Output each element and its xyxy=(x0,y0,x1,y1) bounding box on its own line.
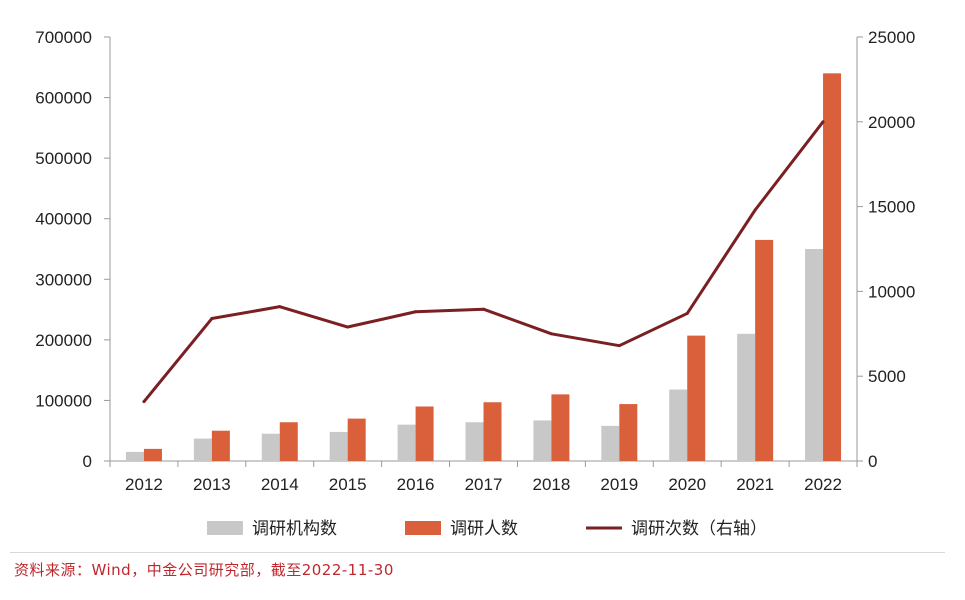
bar-institutions-2014 xyxy=(261,433,280,461)
chart-svg: 0100000200000300000400000500000600000700… xyxy=(35,28,915,538)
line-point-2013 xyxy=(210,317,214,321)
right-tick-label: 0 xyxy=(868,452,877,471)
line-point-2021 xyxy=(753,208,757,212)
bar-institutions-2018 xyxy=(533,420,552,461)
bar-people-2020 xyxy=(687,335,706,461)
bar-people-2019 xyxy=(619,404,638,461)
bar-people-2022 xyxy=(823,73,842,461)
line-group xyxy=(142,120,825,404)
line-point-2018 xyxy=(549,332,553,336)
bar-institutions-2021 xyxy=(737,333,756,461)
legend-label-1: 调研人数 xyxy=(450,519,518,538)
x-tick-label: 2021 xyxy=(736,475,774,494)
left-tick-label: 200000 xyxy=(35,331,92,350)
bars-group xyxy=(125,73,842,461)
right-tick-label: 20000 xyxy=(868,113,915,132)
x-tick-label: 2015 xyxy=(329,475,367,494)
x-tick-label: 2012 xyxy=(125,475,163,494)
legend-label-0: 调研机构数 xyxy=(252,519,337,538)
legend-label-2: 调研次数（右轴） xyxy=(631,519,767,538)
line-point-2019 xyxy=(617,344,621,348)
bar-people-2012 xyxy=(143,448,162,461)
left-tick-label: 300000 xyxy=(35,270,92,289)
bar-people-2016 xyxy=(415,406,434,461)
x-tick-label: 2020 xyxy=(668,475,706,494)
bar-people-2018 xyxy=(551,394,570,461)
bar-institutions-2022 xyxy=(805,249,824,461)
right-tick-label: 15000 xyxy=(868,198,915,217)
legend-group: 调研机构数 调研人数 调研次数（右轴） xyxy=(207,519,767,538)
survey-count-line xyxy=(142,120,825,403)
x-tick-label: 2022 xyxy=(804,475,842,494)
bar-institutions-2013 xyxy=(193,438,212,461)
right-tick-label: 25000 xyxy=(868,28,915,47)
legend-swatch-1 xyxy=(405,521,441,535)
left-tick-label: 100000 xyxy=(35,391,92,410)
left-tick-label: 400000 xyxy=(35,210,92,229)
line-point-2015 xyxy=(346,325,350,329)
bar-people-2021 xyxy=(755,239,774,461)
line-point-2014 xyxy=(278,305,282,309)
x-tick-label: 2018 xyxy=(532,475,570,494)
left-tick-label: 700000 xyxy=(35,28,92,47)
x-tick-label: 2013 xyxy=(193,475,231,494)
x-tick-label: 2017 xyxy=(465,475,503,494)
line-point-2022 xyxy=(821,120,825,124)
footer-divider xyxy=(10,552,945,553)
right-tick-label: 10000 xyxy=(868,282,915,301)
source-note: 资料来源：Wind，中金公司研究部，截至2022-11-30 xyxy=(14,561,394,579)
line-point-2020 xyxy=(685,311,689,315)
legend-swatch-0 xyxy=(207,521,243,535)
left-tick-label: 0 xyxy=(83,452,92,471)
left-tick-label: 500000 xyxy=(35,149,92,168)
bar-institutions-2016 xyxy=(397,424,416,461)
left-tick-label: 600000 xyxy=(35,89,92,108)
bar-people-2013 xyxy=(211,430,230,461)
line-point-2016 xyxy=(414,310,418,314)
bar-institutions-2020 xyxy=(669,389,688,461)
line-point-2012 xyxy=(142,400,146,404)
bar-institutions-2012 xyxy=(125,451,144,461)
x-tick-label: 2014 xyxy=(261,475,299,494)
ticks-group: 0100000200000300000400000500000600000700… xyxy=(35,28,915,494)
bar-people-2014 xyxy=(279,422,298,461)
x-tick-label: 2016 xyxy=(397,475,435,494)
bar-institutions-2019 xyxy=(601,425,620,461)
bar-institutions-2015 xyxy=(329,431,348,461)
bar-people-2015 xyxy=(347,418,366,461)
line-point-2017 xyxy=(482,307,485,311)
x-tick-label: 2019 xyxy=(600,475,638,494)
right-tick-label: 5000 xyxy=(868,367,906,386)
bar-people-2017 xyxy=(483,402,502,461)
bar-institutions-2017 xyxy=(465,422,484,461)
